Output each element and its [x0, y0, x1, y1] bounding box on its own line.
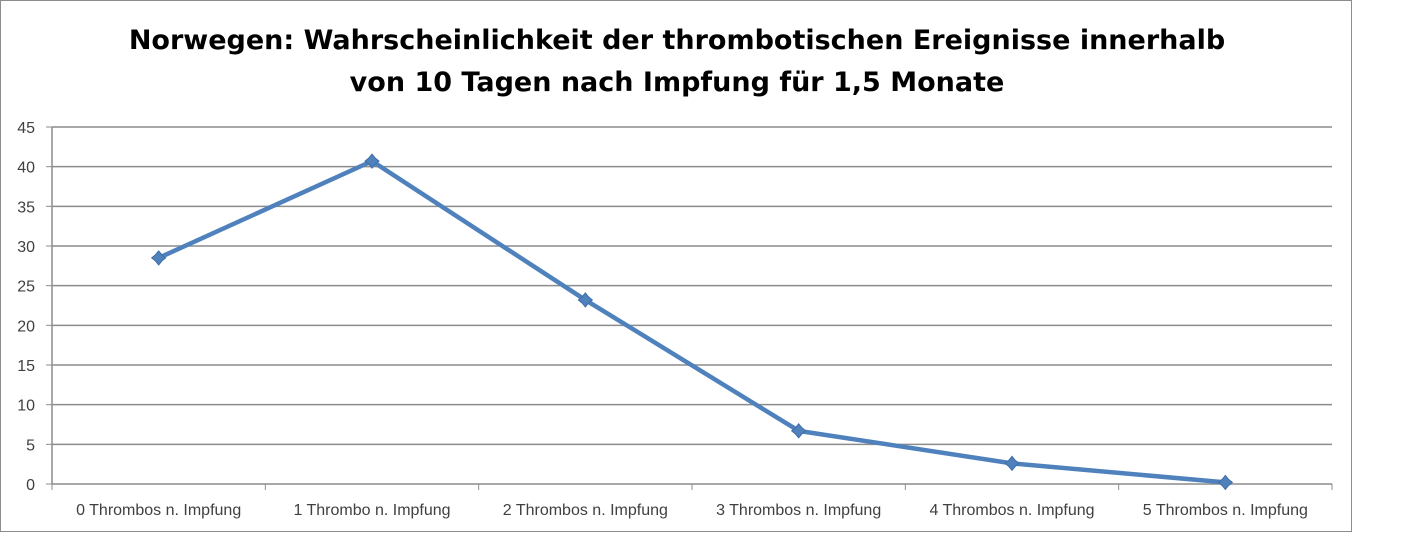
- series-layer: [150, 153, 1234, 491]
- chart-frame: Norwegen: Wahrscheinlichkeit der thrombo…: [0, 0, 1352, 532]
- data-point: [1004, 455, 1020, 472]
- y-tick-label: 10: [17, 398, 35, 415]
- y-tick-label: 45: [17, 120, 35, 137]
- data-point: [790, 423, 807, 439]
- line-chart: Norwegen: Wahrscheinlichkeit der thrombo…: [17, 25, 1333, 519]
- x-tick-labels: 0 Thrombos n. Impfung 1 Thrombo n. Impfun…: [76, 502, 1308, 519]
- y-tick-labels: 0 5 10 15 20 25 30 35 40 45: [17, 120, 35, 494]
- data-point: [1217, 474, 1234, 491]
- x-category-label: 1 Thrombo n. Impfung: [293, 502, 450, 519]
- x-category-label: 4 Thrombos n. Impfung: [929, 502, 1094, 519]
- data-point: [577, 292, 594, 308]
- data-point: [364, 153, 380, 169]
- chart-title-line-2: von 10 Tagen nach Impfung für 1,5 Monate: [350, 67, 1005, 98]
- gridlines: [52, 126, 1332, 446]
- axes: [46, 126, 1333, 490]
- series-line-0: [156, 158, 1228, 485]
- y-tick-label: 20: [17, 318, 35, 335]
- chart-title-line-1: Norwegen: Wahrscheinlichkeit der thrombo…: [129, 25, 1225, 56]
- y-tick-label: 5: [26, 437, 35, 454]
- y-tick-label: 0: [26, 477, 35, 494]
- x-category-label: 0 Thrombos n. Impfung: [76, 502, 241, 519]
- y-tick-label: 40: [17, 160, 35, 177]
- y-tick-label: 25: [17, 279, 35, 296]
- x-category-label: 3 Thrombos n. Impfung: [716, 502, 881, 519]
- data-point: [150, 250, 167, 266]
- x-category-label: 5 Thrombos n. Impfung: [1143, 502, 1308, 519]
- x-category-label: 2 Thrombos n. Impfung: [503, 502, 668, 519]
- y-tick-label: 15: [17, 358, 35, 375]
- y-tick-label: 30: [17, 239, 35, 256]
- y-tick-label: 35: [17, 199, 35, 216]
